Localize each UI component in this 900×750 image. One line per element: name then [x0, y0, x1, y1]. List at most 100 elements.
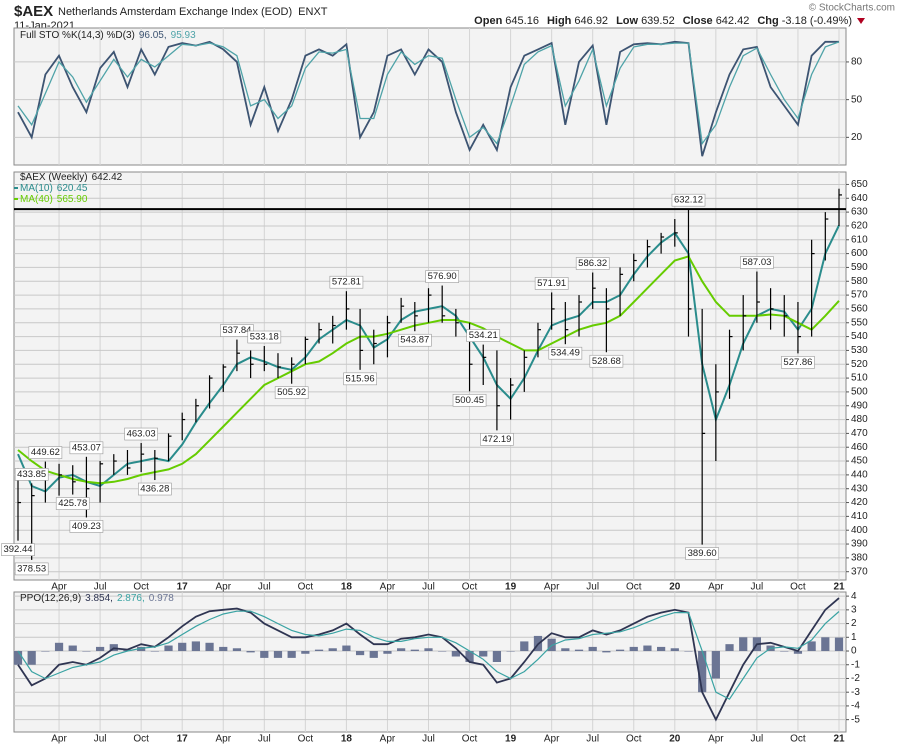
quote-value: 646.92	[574, 15, 608, 27]
price-label: 576.90	[428, 271, 457, 282]
panel-background	[13, 591, 847, 733]
y-tick-label: -5	[851, 714, 860, 725]
price-label: 463.03	[127, 429, 156, 440]
price-label-box	[329, 275, 364, 289]
price-label-box	[397, 333, 432, 347]
price-label: 392.44	[3, 544, 32, 555]
histogram-bar	[588, 646, 597, 652]
y-tick-label: 550	[851, 317, 868, 328]
x-tick-label: Oct	[626, 734, 642, 745]
panel-background	[13, 171, 847, 581]
price-label-box	[69, 520, 104, 533]
histogram-bar	[602, 651, 611, 653]
last-value: 2.876,	[117, 593, 145, 604]
histogram-bar	[178, 642, 187, 652]
price-label-box	[781, 356, 815, 369]
price-label: 453.07	[72, 442, 101, 453]
y-tick-label: 480	[851, 414, 868, 425]
x-tick-label: Jul	[94, 734, 107, 745]
legend-entry: MA(40) 565.90	[20, 194, 88, 205]
x-tick-label: 21	[833, 582, 845, 593]
x-tick-label: Apr	[380, 734, 396, 745]
histogram-bar	[355, 651, 365, 656]
price-label: 533.18	[250, 332, 279, 343]
histogram-bar	[629, 646, 638, 652]
last-value: 96.05,	[139, 30, 167, 41]
histogram-bar	[342, 645, 351, 652]
y-tick-label: 390	[851, 539, 868, 550]
histogram-bar	[739, 637, 748, 652]
price-label: 505.92	[277, 387, 306, 398]
y-tick-label: 410	[851, 511, 868, 522]
x-tick-label: Oct	[462, 734, 478, 745]
histogram-bar	[711, 651, 720, 679]
histogram-bar	[301, 651, 310, 654]
histogram-bar	[260, 651, 269, 658]
price-label: 409.23	[72, 521, 101, 532]
index-name: Netherlands Amsterdam Exchange Index (EO…	[58, 6, 328, 18]
y-tick-label: 610	[851, 234, 868, 245]
histogram-bar	[643, 645, 652, 652]
series-line	[17, 40, 839, 157]
x-tick-label: 18	[341, 734, 353, 745]
histogram-bar	[725, 644, 734, 652]
price-label: 571.91	[537, 278, 566, 289]
histogram-bar	[27, 651, 36, 665]
histogram-bar	[41, 651, 50, 652]
price-label: 534.21	[469, 330, 498, 341]
y-tick-label: 50	[851, 94, 863, 105]
x-tick-label: Oct	[133, 582, 149, 593]
x-tick-label: Oct	[626, 582, 642, 593]
histogram-bar	[328, 648, 337, 652]
y-tick-label: 440	[851, 470, 868, 481]
x-tick-label: Apr	[708, 734, 724, 745]
histogram-bar	[383, 651, 392, 654]
histogram-bar	[780, 651, 789, 652]
legend-entry: $AEX (Weekly) 642.42	[20, 172, 123, 183]
y-tick-label: 460	[851, 442, 868, 453]
price-label: 587.03	[742, 257, 771, 268]
x-tick-label: Jul	[586, 582, 599, 593]
x-tick-label: 20	[669, 582, 681, 593]
y-tick-label: 530	[851, 345, 868, 356]
histogram-bar	[657, 646, 666, 652]
x-tick-label: Jul	[751, 582, 764, 593]
x-tick-label: Jul	[751, 734, 764, 745]
y-tick-label: 590	[851, 262, 868, 273]
panel-title: Full STO %K(14,3) %D(3) 96.05, 95.93	[20, 30, 196, 41]
histogram-bar	[205, 642, 214, 652]
x-tick-label: 19	[505, 734, 517, 745]
y-tick-label: 490	[851, 400, 868, 411]
histogram-bar	[232, 648, 242, 652]
histogram-bar	[520, 641, 529, 652]
y-tick-label: 630	[851, 207, 868, 218]
price-label-box	[14, 562, 49, 576]
histogram-bar	[13, 651, 23, 665]
price-label-box	[69, 441, 104, 455]
panel-title-text: PPO(12,26,9)	[20, 593, 81, 604]
histogram-bar	[397, 648, 406, 652]
histogram-bar	[479, 651, 488, 657]
histogram-bar	[492, 651, 502, 662]
panel-title-text: Full STO %K(14,3) %D(3)	[20, 30, 135, 41]
price-label: 433.85	[17, 469, 46, 480]
quote-value: 639.52	[641, 15, 675, 27]
y-tick-label: 380	[851, 553, 868, 564]
y-tick-label: 0	[851, 646, 857, 657]
price-label-box	[671, 193, 706, 207]
price-label-box	[575, 257, 610, 270]
y-tick-label: 3	[851, 604, 857, 615]
x-tick-label: Apr	[544, 582, 560, 593]
quote-label: High	[547, 15, 572, 27]
y-tick-label: 520	[851, 359, 868, 370]
price-label: 500.45	[455, 395, 484, 406]
price-label-box	[138, 482, 172, 496]
price-label: 389.60	[688, 548, 717, 559]
histogram-bar	[793, 651, 803, 654]
legend-name: MA(40)	[20, 194, 53, 205]
histogram-bar	[574, 649, 584, 652]
panel-title: PPO(12,26,9) 3.854, 2.876, 0.978	[20, 593, 174, 604]
histogram-bar	[191, 641, 200, 652]
quote-value: 642.42	[716, 15, 750, 27]
histogram-bar	[821, 637, 830, 652]
